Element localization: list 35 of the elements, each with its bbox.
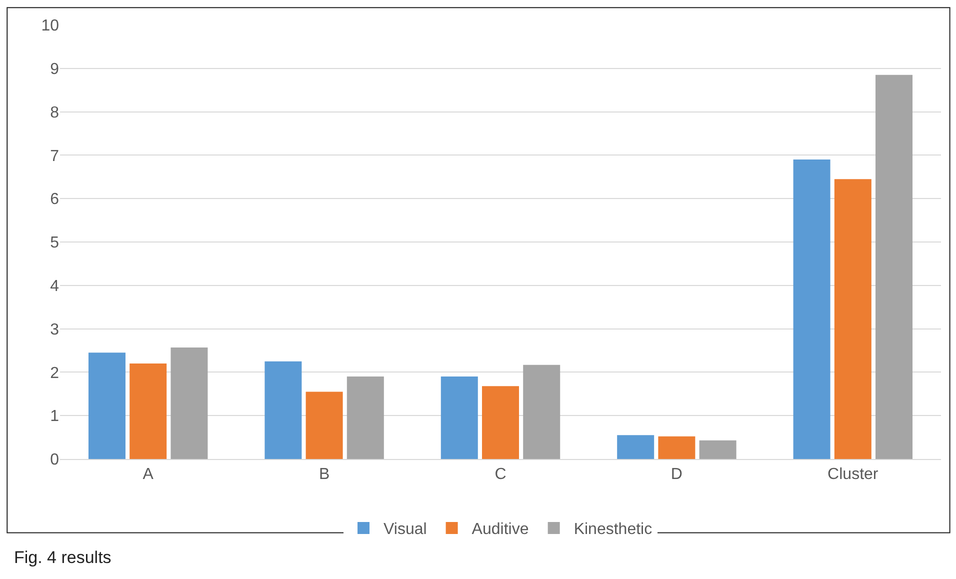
bar [699,440,736,459]
x-tick-label: A [142,466,154,484]
bar [440,376,478,459]
bar [306,392,343,459]
y-tick-label: 7 [50,148,60,165]
bar [264,361,302,459]
x-tick-label: B [318,466,330,484]
x-tick-label: Cluster [828,466,879,484]
bar [523,364,560,459]
x-tick-label: C [494,466,506,484]
bar [346,376,384,459]
y-tick-label: 1 [50,408,60,426]
bar [170,347,208,459]
y-tick-label: 4 [50,278,60,295]
bar [130,364,167,459]
y-tick-label: 6 [50,191,60,208]
y-tick-label: 5 [50,234,60,252]
legend-label: Visual [384,521,427,538]
caption: Fig. 4 results [14,548,112,567]
bar [482,386,519,459]
x-tick-label: D [670,466,682,484]
bar [617,435,654,459]
legend-label: Auditive [472,521,529,538]
y-tick-label: 3 [50,321,60,338]
y-tick-label: 2 [50,364,60,382]
y-tick-label: 9 [50,61,60,78]
y-tick-label: 10 [41,18,60,35]
y-tick-label: 0 [50,452,60,469]
legend-label: Kinesthetic [574,521,652,538]
bar [658,436,696,459]
bar [876,74,913,459]
bar [834,179,872,459]
y-tick-label: 8 [50,104,60,122]
bar [793,160,830,459]
bar [88,352,126,459]
